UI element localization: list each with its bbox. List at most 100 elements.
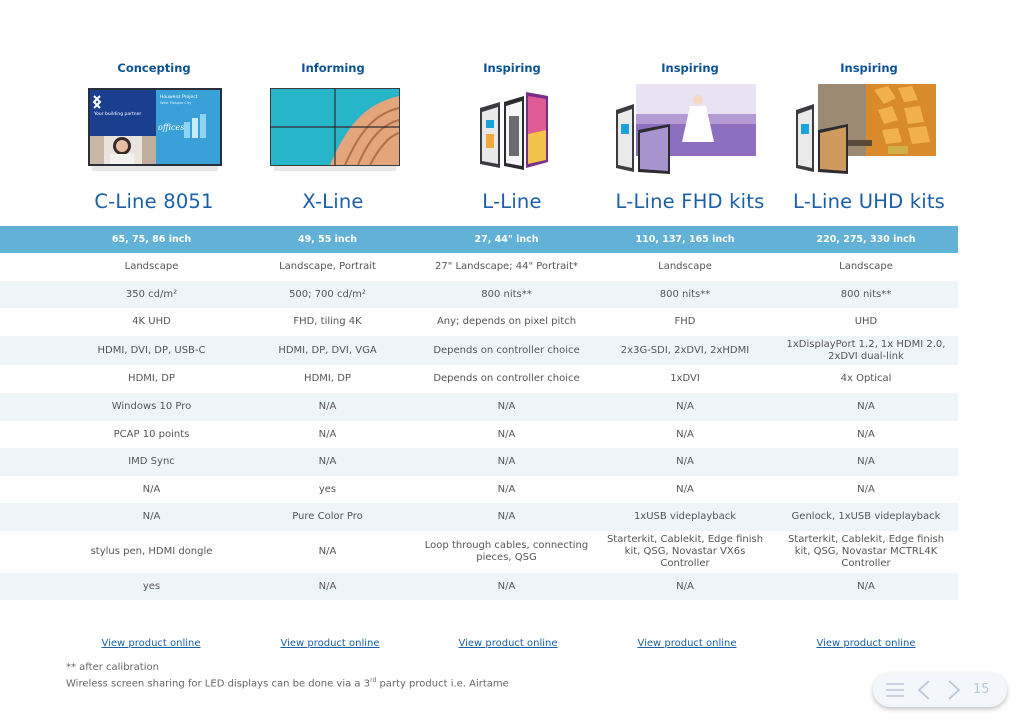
row-spacer	[0, 476, 65, 503]
page-navigation: 15	[873, 673, 1007, 707]
table-cell: Genlock, 1xUSB videplayback	[774, 503, 958, 531]
table-cell: N/A	[238, 421, 417, 448]
table-cell: 4K UHD	[65, 308, 238, 336]
row-spacer	[0, 421, 65, 448]
table-cell: N/A	[774, 448, 958, 476]
table-cell: N/A	[417, 448, 596, 476]
table-cell: N/A	[238, 448, 417, 476]
table-cell: Landscape	[596, 253, 774, 281]
product-image-row: Your building partner Houwenz Project We…	[0, 84, 958, 179]
product-name: C-Line 8051	[94, 190, 214, 213]
row-spacer	[0, 308, 65, 336]
table-row: N/A yes N/A N/A N/A	[0, 476, 958, 503]
footnote-calibration: ** after calibration	[66, 662, 159, 673]
table-cell: Starterkit, Cablekit, Edge finish kit, Q…	[596, 531, 774, 573]
product-name: X-Line	[302, 190, 364, 213]
table-row: HDMI, DP HDMI, DP Depends on controller …	[0, 365, 958, 393]
table-cell: N/A	[774, 476, 958, 503]
l-line-product-image	[478, 90, 550, 174]
table-cell: 800 nits**	[596, 281, 774, 308]
table-header-cell: 65, 75, 86 inch	[65, 226, 238, 253]
table-row: IMD Sync N/A N/A N/A N/A	[0, 448, 958, 476]
x-line-product-image	[270, 88, 400, 171]
table-cell: N/A	[774, 573, 958, 600]
table-cell: yes	[65, 573, 238, 600]
table-cell: 1xUSB videplayback	[596, 503, 774, 531]
row-spacer	[0, 336, 65, 365]
table-row: 350 cd/m² 500; 700 cd/m² 800 nits** 800 …	[0, 281, 958, 308]
table-cell: N/A	[774, 393, 958, 421]
table-cell: N/A	[596, 476, 774, 503]
view-product-link[interactable]: View product online	[280, 638, 380, 649]
table-cell: N/A	[596, 573, 774, 600]
footnote-text: party product i.e. Airtame	[376, 678, 509, 690]
view-product-link[interactable]: View product online	[637, 638, 737, 649]
table-cell: stylus pen, HDMI dongle	[65, 531, 238, 573]
table-cell: 27" Landscape; 44" Portrait*	[417, 253, 596, 281]
spec-table: 65, 75, 86 inch 49, 55 inch 27, 44" inch…	[0, 226, 958, 600]
table-header-cell: 220, 275, 330 inch	[774, 226, 958, 253]
row-spacer	[0, 531, 65, 573]
chevron-left-icon[interactable]	[913, 673, 935, 707]
hamburger-menu-icon[interactable]	[883, 673, 907, 707]
view-product-link[interactable]: View product online	[816, 638, 916, 649]
row-spacer	[0, 365, 65, 393]
table-row: yes N/A N/A N/A N/A	[0, 573, 958, 600]
product-name: L-Line	[482, 190, 542, 213]
table-row: PCAP 10 points N/A N/A N/A N/A	[0, 421, 958, 448]
project-title-text: Houwenz Project	[160, 94, 198, 100]
table-cell: 1xDisplayPort 1.2, 1x HDMI 2.0, 2xDVI du…	[774, 336, 958, 365]
table-cell: UHD	[774, 308, 958, 336]
product-links-row: View product online View product online …	[0, 631, 958, 649]
table-header-cell: 110, 137, 165 inch	[596, 226, 774, 253]
table-cell: 2x3G-SDI, 2xDVI, 2xHDMI	[596, 336, 774, 365]
product-name: L-Line UHD kits	[792, 190, 946, 213]
table-cell: PCAP 10 points	[65, 421, 238, 448]
table-cell: Depends on controller choice	[417, 336, 596, 365]
table-cell: Loop through cables, connecting pieces, …	[417, 531, 596, 573]
footnote-text: Wireless screen sharing for LED displays…	[66, 678, 371, 690]
table-cell: N/A	[417, 476, 596, 503]
l-line-fhd-product-image	[612, 84, 758, 176]
graffiti-text: offices	[158, 123, 184, 132]
chevron-right-icon[interactable]	[943, 673, 965, 707]
table-cell: Any; depends on pixel pitch	[417, 308, 596, 336]
l-line-uhd-product-image	[792, 84, 938, 176]
table-cell: N/A	[65, 476, 238, 503]
table-cell: 4x Optical	[774, 365, 958, 393]
table-cell: N/A	[65, 503, 238, 531]
table-header-cell: 49, 55 inch	[238, 226, 417, 253]
category-label: Inspiring	[483, 61, 541, 75]
table-cell: IMD Sync	[65, 448, 238, 476]
category-label: Inspiring	[840, 61, 898, 75]
spec-header-row: 65, 75, 86 inch 49, 55 inch 27, 44" inch…	[0, 226, 958, 253]
table-cell: N/A	[774, 421, 958, 448]
table-cell: Landscape, Portrait	[238, 253, 417, 281]
table-header-cell: 27, 44" inch	[417, 226, 596, 253]
product-name: L-Line FHD kits	[615, 190, 765, 213]
row-spacer	[0, 448, 65, 476]
table-cell: 1xDVI	[596, 365, 774, 393]
row-spacer	[0, 281, 65, 308]
table-row: Windows 10 Pro N/A N/A N/A N/A	[0, 393, 958, 421]
row-spacer	[0, 503, 65, 531]
row-spacer	[0, 573, 65, 600]
table-cell: N/A	[596, 421, 774, 448]
table-cell: N/A	[238, 531, 417, 573]
view-product-link[interactable]: View product online	[101, 638, 201, 649]
view-product-link[interactable]: View product online	[458, 638, 558, 649]
table-cell: FHD, tiling 4K	[238, 308, 417, 336]
brand-line-text: Your building partner	[93, 111, 141, 117]
category-row: Concepting Informing Inspiring Inspiring…	[0, 61, 958, 77]
page-number: 15	[973, 682, 990, 697]
category-label: Informing	[301, 61, 365, 75]
table-cell: 500; 700 cd/m²	[238, 281, 417, 308]
table-cell: 800 nits**	[774, 281, 958, 308]
table-cell: HDMI, DVI, DP, USB-C	[65, 336, 238, 365]
table-cell: Pure Color Pro	[238, 503, 417, 531]
table-row: HDMI, DVI, DP, USB-C HDMI, DP, DVI, VGA …	[0, 336, 958, 365]
table-cell: N/A	[238, 393, 417, 421]
table-cell: Starterkit, Cablekit, Edge finish kit, Q…	[774, 531, 958, 573]
row-spacer	[0, 226, 65, 253]
table-cell: N/A	[417, 421, 596, 448]
